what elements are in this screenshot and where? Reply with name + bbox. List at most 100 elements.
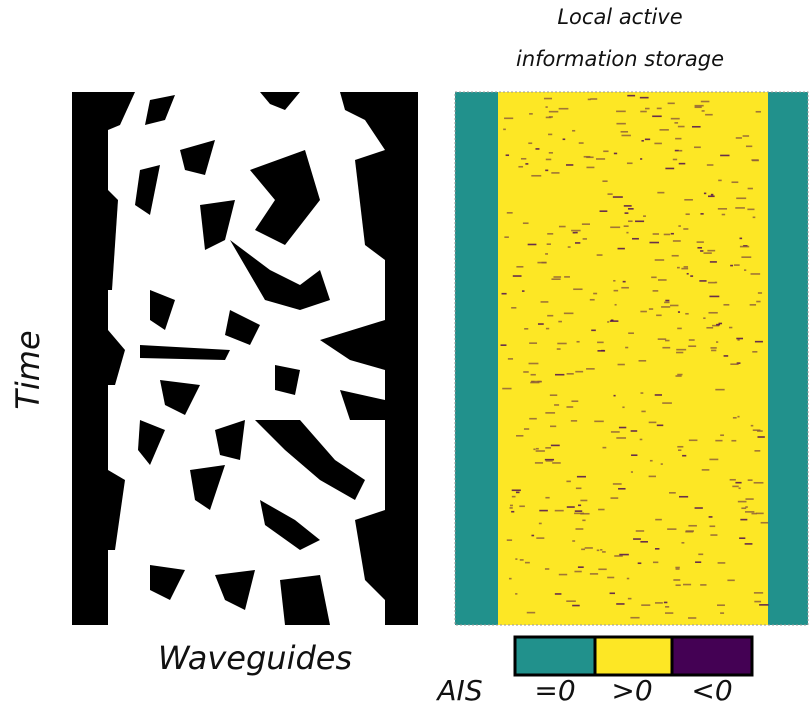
ais-texture [564,276,570,278]
ais-texture [670,304,679,307]
ais-texture [757,292,763,294]
ais-texture [538,522,542,525]
ais-texture [573,288,583,291]
ais-texture [618,487,626,490]
ais-texture [622,280,626,283]
ais-texture [558,320,562,323]
ais-texture [520,157,527,160]
ais-texture [735,137,742,139]
ais-texture [654,259,665,261]
ais-texture [545,447,552,449]
ais-texture [673,579,681,581]
ais-texture [617,363,625,366]
ais-texture [640,158,643,160]
ais-texture [654,548,660,550]
ais-texture [751,159,759,161]
ais-texture [593,292,598,295]
ais-texture [747,479,753,481]
ais-texture [681,267,689,270]
ais-texture [752,216,756,219]
ais-texture [732,416,737,419]
ais-texture [511,510,515,513]
ais-texture [562,138,566,141]
ais-texture [614,303,617,306]
ais-texture [511,307,517,309]
ais-texture [515,491,520,494]
ais-texture [503,128,506,131]
ais-texture [505,154,510,157]
ais-texture [507,358,514,360]
ais-texture [637,562,642,565]
ais-texture [727,579,735,582]
ais-texture [641,139,644,142]
ais-texture [639,96,649,99]
ais-texture [617,247,625,250]
ais-texture [600,549,603,551]
ais-texture [545,158,552,161]
ais-texture [518,165,524,168]
ais-texture [738,487,741,490]
ais-texture [523,428,530,430]
ais-texture [685,213,690,216]
ais-texture [566,480,571,483]
ais-texture [729,478,736,481]
ais-texture [571,400,579,403]
ais-texture [663,233,671,236]
ais-texture [506,212,513,214]
ais-texture [531,534,535,537]
ais-texture [731,439,737,442]
ais-texture [756,300,761,303]
ais-texture [586,368,595,370]
ais-texture [745,506,748,508]
ais-texture [511,495,516,498]
ais-texture [701,110,705,112]
ais-texture [676,348,687,351]
ais-texture [610,226,621,229]
ais-texture [677,266,680,269]
ais-texture [652,290,659,292]
ais-texture [710,534,718,536]
ais-texture [529,417,537,420]
ais-texture [715,439,723,442]
ais-texture [556,348,561,350]
ais-texture [572,129,576,132]
ais-texture [714,281,718,284]
ais-texture [624,212,629,214]
legend-swatch [670,635,754,677]
ais-texture [638,359,647,362]
ais-texture [656,424,664,427]
ais-texture [545,460,553,462]
ais-texture [740,518,748,521]
ais-texture [649,241,660,244]
ais-texture [619,553,629,556]
ais-texture [752,351,758,353]
ais-texture [535,447,539,450]
ais-texture [589,298,595,301]
ais-texture [737,339,740,341]
ais-texture [639,438,643,441]
ais-texture [578,142,584,144]
ais-texture [627,208,634,210]
ais-texture [677,311,681,313]
ais-texture [739,237,743,240]
ais-texture [545,327,550,330]
ais-texture [566,506,575,508]
ais-texture [736,197,747,200]
ais-texture [685,530,694,532]
ais-texture [549,394,558,397]
ais-texture [596,254,603,256]
ais-texture [675,568,680,570]
ais-texture [730,264,734,267]
ais-texture [627,597,632,600]
ais-texture [753,592,764,594]
ais-texture [711,349,717,352]
ais-texture [683,228,689,230]
ais-texture [694,507,703,509]
legend-label: <0 [691,674,732,707]
ais-texture [652,233,660,235]
ais-texture [623,205,632,207]
ais-texture [677,327,682,330]
ais-texture [531,174,542,177]
ais-texture [688,345,697,348]
ais-texture [544,458,555,461]
